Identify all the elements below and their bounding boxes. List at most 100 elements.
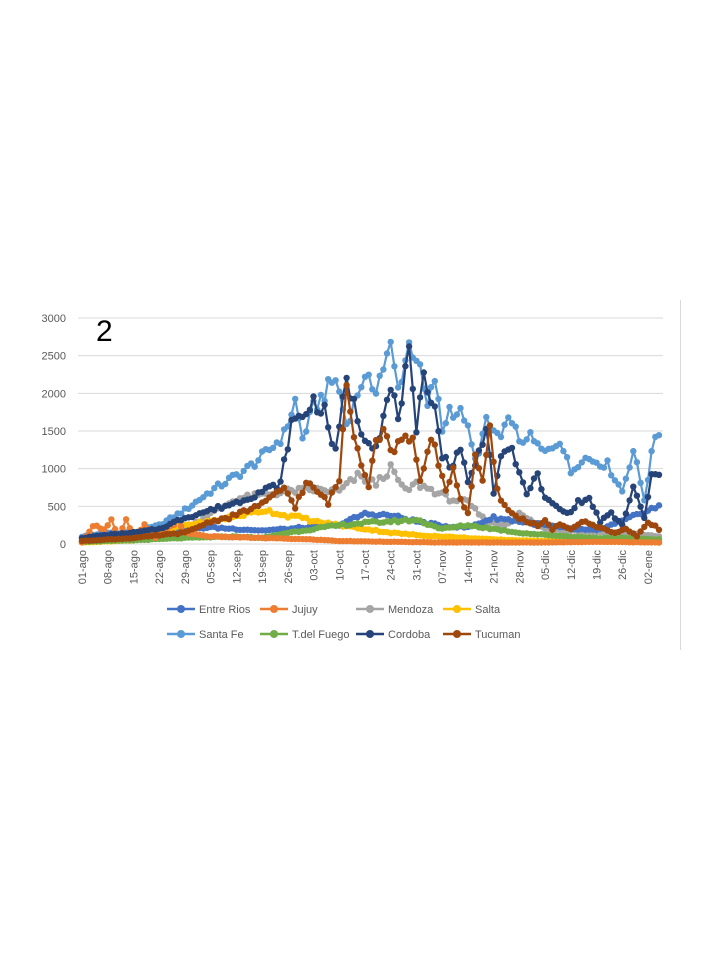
data-point: [416, 394, 424, 401]
data-point: [350, 477, 358, 484]
data-point: [416, 477, 424, 484]
legend-label: Mendoza: [388, 604, 434, 616]
legend-label: Cordoba: [388, 629, 431, 641]
data-point: [383, 473, 391, 480]
x-tick-label: 24-oct: [386, 550, 398, 581]
data-point: [527, 484, 534, 492]
data-point: [222, 480, 229, 488]
data-point: [483, 413, 490, 421]
legend-swatch-marker: [366, 605, 374, 613]
y-tick-label: 500: [48, 501, 66, 513]
data-point: [394, 415, 402, 423]
data-point: [472, 505, 479, 512]
data-point: [479, 441, 486, 448]
x-tick-label: 15-ago: [128, 550, 140, 584]
legend-label: Tucuman: [475, 629, 520, 641]
y-tick-label: 0: [60, 539, 66, 551]
data-point: [472, 451, 479, 458]
data-point: [516, 469, 523, 476]
data-point: [343, 374, 350, 382]
data-point: [424, 448, 431, 455]
x-tick-label: 28-nov: [514, 550, 526, 584]
data-point: [295, 493, 302, 501]
data-point: [615, 481, 622, 488]
data-point: [104, 522, 111, 529]
data-point: [321, 493, 328, 501]
data-point: [475, 447, 483, 454]
data-point: [512, 461, 519, 468]
data-point: [303, 410, 310, 418]
y-tick-label: 3000: [42, 313, 66, 325]
data-point: [534, 470, 541, 477]
data-point: [292, 395, 299, 403]
data-point: [328, 489, 336, 496]
data-point: [350, 434, 358, 441]
data-point: [280, 484, 288, 491]
data-point: [387, 386, 394, 394]
data-point: [299, 435, 306, 442]
data-point: [416, 361, 424, 368]
data-point: [383, 433, 391, 440]
data-point: [299, 489, 306, 496]
data-point: [593, 509, 600, 516]
data-point: [442, 420, 449, 427]
data-point: [277, 440, 284, 448]
x-tick-label: 05-dic: [540, 550, 552, 580]
data-point: [453, 482, 461, 489]
data-point: [527, 429, 534, 436]
legend-item: Jujuy: [260, 604, 318, 616]
data-point: [453, 411, 461, 418]
data-point: [317, 410, 325, 417]
data-point: [530, 475, 538, 482]
data-point: [490, 458, 497, 465]
data-point: [325, 424, 332, 431]
data-point: [292, 505, 299, 512]
data-point: [380, 425, 387, 433]
data-point: [405, 343, 413, 350]
x-tick-label: 26-sep: [283, 550, 295, 584]
data-point: [468, 483, 475, 490]
data-point: [655, 539, 663, 546]
data-point: [446, 478, 453, 486]
data-point: [321, 401, 328, 408]
data-point: [501, 501, 508, 509]
data-point: [648, 447, 655, 455]
x-tick-label: 19-sep: [257, 550, 269, 584]
legend-item: Tucuman: [443, 629, 520, 641]
data-point: [350, 395, 358, 403]
data-point: [380, 366, 387, 373]
data-point: [413, 456, 420, 463]
legend-label: Jujuy: [292, 604, 318, 616]
panel-number-label: 2: [96, 315, 113, 348]
data-point: [556, 440, 563, 447]
data-point: [431, 377, 438, 385]
data-point: [461, 417, 468, 424]
data-point: [86, 528, 93, 535]
data-point: [497, 453, 505, 460]
data-point: [240, 467, 247, 475]
y-tick-label: 1000: [42, 464, 66, 476]
data-point: [424, 389, 431, 396]
data-point: [347, 408, 354, 415]
legend-label: Salta: [475, 604, 501, 616]
data-point: [365, 371, 372, 378]
data-point: [383, 396, 391, 403]
data-point: [641, 523, 648, 531]
legend-swatch-marker: [366, 630, 374, 638]
x-tick-label: 07-nov: [437, 550, 449, 584]
data-point: [578, 459, 585, 466]
data-point: [405, 486, 413, 494]
data-point: [461, 504, 468, 511]
y-axis-tick-labels: 0 500 1000 1500 2000 2500 3000: [42, 313, 66, 551]
legend-item: T.del Fuego: [260, 629, 349, 641]
data-point: [284, 446, 291, 453]
data-point: [343, 382, 350, 389]
data-point: [457, 446, 464, 453]
data-point: [387, 461, 394, 468]
data-point: [336, 478, 343, 485]
y-tick-label: 2500: [42, 351, 66, 363]
data-point: [633, 459, 641, 466]
data-point: [652, 522, 659, 529]
data-point: [622, 475, 630, 482]
data-point: [207, 490, 214, 497]
